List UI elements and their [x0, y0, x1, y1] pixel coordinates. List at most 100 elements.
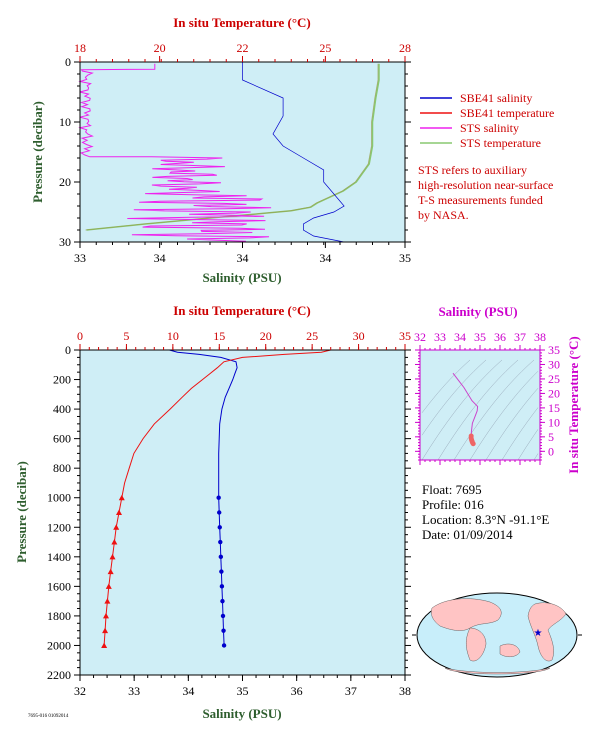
- near-surface-top-tick-label: 22: [237, 41, 249, 55]
- ts-density-contour: [421, 359, 503, 461]
- near-surface-y-axis-label: Pressure (decibar): [30, 101, 45, 203]
- sbe41-salinity-line-near-surface: [242, 62, 345, 243]
- sbe41-temperature-point: [113, 524, 120, 530]
- full-depth-x-tick-label: 38: [399, 684, 411, 698]
- ts-top-tick-label: 33: [434, 330, 446, 344]
- ts-series: [421, 359, 539, 461]
- sbe41-temperature-point: [118, 494, 125, 501]
- sbe41-temperature-point: [104, 598, 111, 604]
- full-depth-axes: 0200400600800100012001400160018002000220…: [47, 329, 411, 698]
- sbe41-salinity-point: [217, 525, 222, 530]
- ts-density-contour: [421, 359, 471, 413]
- ts-density-contour: [437, 359, 519, 461]
- full-depth-top-tick-label: 20: [260, 329, 272, 343]
- near-surface-axes: 0 10 20 30 18 20 22 25 28 33 34 34 34 35: [59, 41, 411, 265]
- ts-right-tick-label: 5: [548, 430, 554, 444]
- sbe41-salinity-point: [221, 643, 227, 648]
- info-location: Location: 8.3°N -91.1°E: [422, 512, 549, 527]
- full-depth-y-tick-label: 2200: [47, 668, 71, 682]
- map-landmasses: [431, 598, 567, 675]
- near-surface-bottom-tick-label: 35: [399, 251, 411, 265]
- ts-right-tick-label: 30: [548, 357, 560, 371]
- full-depth-series: [101, 349, 331, 648]
- ts-right-tick-label: 25: [548, 372, 560, 386]
- full-depth-y-tick-label: 1400: [47, 550, 71, 564]
- ts-right-tick-label: 10: [548, 415, 560, 429]
- legend-note-line-4: by NASA.: [418, 208, 469, 222]
- sbe41-salinity-point: [216, 495, 221, 500]
- sbe41-salinity-point: [219, 584, 225, 589]
- ts-right-tick-label: 35: [548, 343, 560, 357]
- sbe41-salinity-point: [219, 569, 224, 574]
- ts-density-contour: [533, 453, 539, 461]
- full-depth-top-tick-label: 0: [77, 329, 83, 343]
- full-depth-y-tick-label: 1000: [47, 491, 71, 505]
- ts-density-contour: [421, 359, 487, 436]
- sbe41-temperature-point: [105, 583, 112, 589]
- ts-density-contour: [469, 371, 539, 461]
- near-surface-y-tick-label: 0: [65, 55, 71, 69]
- full-depth-top-tick-label: 5: [123, 329, 129, 343]
- near-surface-bottom-tick-label: 34: [237, 251, 249, 265]
- full-depth-x-tick-label: 35: [237, 684, 249, 698]
- ts-profile-point: [470, 441, 476, 447]
- full-depth-top-axis-label: In situ Temperature (°C): [173, 303, 311, 318]
- sbe41-temperature-line: [103, 349, 331, 646]
- sts-salinity-line: [78, 63, 272, 242]
- ts-density-contour: [501, 407, 539, 461]
- sbe41-salinity-line: [169, 349, 238, 646]
- full-depth-y-tick-label: 800: [53, 461, 71, 475]
- legend-note-line-2: high-resolution near-surface: [418, 178, 553, 192]
- map-land-australia: [499, 643, 521, 657]
- near-surface-top-tick-label: 20: [154, 41, 166, 55]
- near-surface-x-axis-label: Salinity (PSU): [202, 270, 281, 285]
- full-depth-x-tick-label: 36: [291, 684, 303, 698]
- full-depth-top-tick-label: 15: [213, 329, 225, 343]
- full-depth-x-tick-label: 37: [345, 684, 357, 698]
- info-float: Float: 7695: [422, 482, 482, 497]
- ts-top-tick-label: 34: [454, 330, 466, 344]
- full-depth-top-tick-label: 10: [167, 329, 179, 343]
- ts-top-tick-label: 36: [494, 330, 506, 344]
- near-surface-y-tick-label: 20: [59, 175, 71, 189]
- info-date: Date: 01/09/2014: [422, 527, 513, 542]
- full-depth-plot-bg: [80, 350, 405, 675]
- full-depth-x-tick-label: 33: [128, 684, 140, 698]
- sbe41-temperature-point: [116, 509, 122, 515]
- full-depth-top-tick-label: 30: [353, 329, 365, 343]
- legend: SBE41 salinity SBE41 temperature STS sal…: [418, 91, 554, 222]
- legend-label-sts-salinity: STS salinity: [460, 121, 519, 135]
- sbe41-temperature-point: [102, 627, 109, 634]
- legend-note-line-3: T-S measurements funded: [418, 193, 543, 207]
- near-surface-panel: 0 10 20 30 18 20 22 25 28 33 34 34 34 35 In situ Temp…: [30, 15, 411, 285]
- near-surface-y-tick-label: 10: [59, 115, 71, 129]
- near-surface-series: [78, 62, 380, 243]
- footer-code: 7695-016 01092014: [28, 714, 69, 719]
- full-depth-y-tick-label: 1800: [47, 609, 71, 623]
- full-depth-y-tick-label: 1600: [47, 579, 71, 593]
- legend-label-sbe41-salinity: SBE41 salinity: [460, 91, 532, 105]
- ts-top-tick-label: 32: [414, 330, 426, 344]
- full-depth-x-axis-label: Salinity (PSU): [202, 706, 281, 721]
- sbe41-salinity-point: [217, 510, 222, 515]
- float-info: Float: 7695 Profile: 016 Location: 8.3°N…: [422, 482, 549, 542]
- sbe41-temperature-point: [109, 553, 116, 560]
- sbe41-salinity-point: [218, 554, 224, 560]
- ts-density-contour: [517, 429, 539, 461]
- ts-right-axis-label: In situ Temperature (°C): [566, 336, 581, 474]
- full-depth-y-tick-label: 600: [53, 432, 71, 446]
- full-depth-y-axis-label: Pressure (decibar): [14, 461, 29, 563]
- ts-plot-bg: [420, 350, 540, 460]
- map-land-africa: [466, 627, 487, 662]
- legend-note-line-1: STS refers to auxiliary: [418, 163, 527, 177]
- ts-top-tick-label: 37: [514, 330, 526, 344]
- ts-right-tick-label: 15: [548, 401, 560, 415]
- float-location-marker: ★: [534, 628, 543, 639]
- sbe41-salinity-point: [220, 598, 225, 604]
- near-surface-top-tick-label: 28: [399, 41, 411, 55]
- ts-density-contour: [453, 359, 535, 461]
- near-surface-top-tick-label: 18: [74, 41, 86, 55]
